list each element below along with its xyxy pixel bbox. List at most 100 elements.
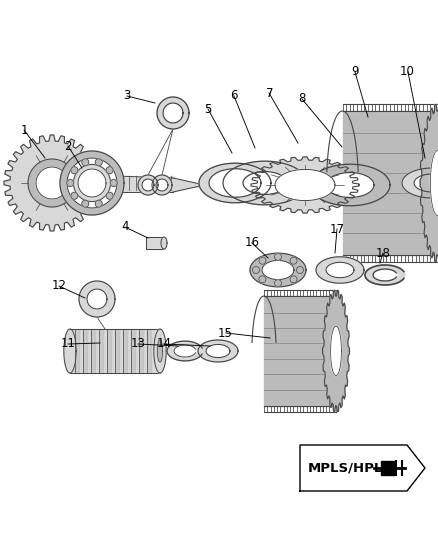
- Polygon shape: [167, 341, 203, 361]
- Text: 2: 2: [64, 140, 72, 153]
- Polygon shape: [147, 329, 151, 373]
- Circle shape: [82, 200, 89, 207]
- Polygon shape: [28, 159, 76, 207]
- Text: 4: 4: [121, 220, 129, 233]
- Circle shape: [290, 276, 297, 283]
- Text: 16: 16: [244, 236, 259, 249]
- Text: 17: 17: [330, 223, 345, 236]
- Polygon shape: [152, 175, 172, 195]
- Circle shape: [67, 180, 74, 187]
- Polygon shape: [122, 176, 127, 192]
- Circle shape: [71, 192, 78, 199]
- Polygon shape: [136, 176, 141, 192]
- Polygon shape: [171, 176, 176, 192]
- Text: 3: 3: [124, 90, 131, 102]
- Polygon shape: [326, 173, 374, 198]
- Polygon shape: [300, 445, 425, 491]
- Text: 9: 9: [351, 66, 359, 78]
- Polygon shape: [138, 175, 158, 195]
- Polygon shape: [123, 329, 127, 373]
- Text: 14: 14: [157, 337, 172, 350]
- Polygon shape: [200, 184, 228, 186]
- Polygon shape: [310, 164, 390, 206]
- Polygon shape: [264, 296, 336, 406]
- Polygon shape: [146, 237, 164, 249]
- Polygon shape: [78, 169, 106, 197]
- Polygon shape: [373, 269, 397, 281]
- Text: 5: 5: [205, 103, 212, 116]
- Polygon shape: [115, 176, 120, 192]
- Circle shape: [290, 257, 297, 264]
- Polygon shape: [199, 163, 271, 203]
- Polygon shape: [420, 104, 438, 262]
- Polygon shape: [250, 253, 306, 287]
- Polygon shape: [243, 172, 287, 195]
- Polygon shape: [206, 344, 230, 358]
- Polygon shape: [164, 176, 169, 192]
- Polygon shape: [157, 340, 162, 362]
- Polygon shape: [79, 281, 115, 317]
- Circle shape: [275, 280, 282, 287]
- Polygon shape: [174, 345, 196, 357]
- Polygon shape: [142, 179, 154, 191]
- Circle shape: [297, 266, 304, 273]
- Polygon shape: [83, 329, 87, 373]
- Polygon shape: [156, 179, 168, 191]
- Circle shape: [252, 266, 259, 273]
- Polygon shape: [143, 176, 148, 192]
- Polygon shape: [154, 329, 166, 373]
- Polygon shape: [262, 261, 294, 280]
- Polygon shape: [99, 329, 103, 373]
- Text: 7: 7: [265, 87, 273, 100]
- Polygon shape: [150, 176, 155, 192]
- Text: 11: 11: [60, 337, 75, 350]
- Polygon shape: [87, 289, 107, 309]
- Polygon shape: [414, 174, 438, 192]
- Text: 1: 1: [20, 124, 28, 137]
- Polygon shape: [64, 329, 76, 373]
- Text: 15: 15: [218, 327, 233, 340]
- Polygon shape: [70, 329, 160, 373]
- Polygon shape: [161, 237, 167, 249]
- Polygon shape: [60, 151, 124, 215]
- Polygon shape: [365, 265, 405, 285]
- Polygon shape: [343, 111, 438, 255]
- Circle shape: [95, 159, 102, 166]
- Polygon shape: [75, 329, 79, 373]
- Polygon shape: [91, 329, 95, 373]
- Polygon shape: [80, 175, 228, 193]
- Text: 10: 10: [400, 66, 415, 78]
- Polygon shape: [223, 161, 307, 205]
- Circle shape: [275, 253, 282, 260]
- Polygon shape: [173, 178, 200, 192]
- Polygon shape: [322, 290, 350, 411]
- Circle shape: [106, 192, 113, 199]
- Polygon shape: [163, 103, 183, 123]
- Polygon shape: [157, 176, 162, 192]
- Circle shape: [71, 167, 78, 174]
- Polygon shape: [331, 326, 342, 376]
- Polygon shape: [431, 151, 438, 215]
- Text: 13: 13: [131, 337, 145, 350]
- Polygon shape: [198, 340, 238, 362]
- Polygon shape: [36, 167, 68, 199]
- Polygon shape: [131, 329, 135, 373]
- Polygon shape: [381, 461, 395, 475]
- Polygon shape: [326, 262, 354, 278]
- Polygon shape: [129, 176, 134, 192]
- Text: 6: 6: [230, 90, 238, 102]
- Circle shape: [259, 276, 266, 283]
- Polygon shape: [74, 165, 110, 201]
- Polygon shape: [402, 168, 438, 198]
- Text: 18: 18: [376, 247, 391, 260]
- Polygon shape: [115, 329, 119, 373]
- Polygon shape: [107, 329, 111, 373]
- Polygon shape: [316, 257, 364, 283]
- Circle shape: [82, 159, 89, 166]
- Polygon shape: [275, 169, 335, 200]
- Polygon shape: [251, 157, 359, 213]
- Polygon shape: [4, 135, 100, 231]
- Circle shape: [259, 257, 266, 264]
- Polygon shape: [157, 97, 189, 129]
- Text: MPLS/HPLS: MPLS/HPLS: [308, 462, 393, 474]
